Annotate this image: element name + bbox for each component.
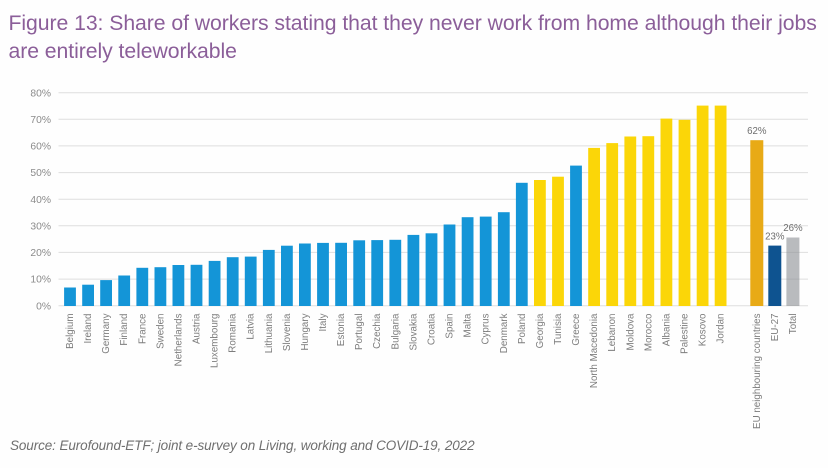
svg-text:Germany: Germany [101,313,112,353]
svg-text:30%: 30% [30,221,51,232]
svg-text:Kosovo: Kosovo [698,313,709,346]
svg-text:Cyprus: Cyprus [481,313,492,344]
svg-text:Hungary: Hungary [300,313,311,350]
svg-text:Italy: Italy [318,313,329,331]
svg-text:60%: 60% [30,142,51,153]
svg-text:26%: 26% [783,223,803,234]
svg-text:Ireland: Ireland [83,314,94,344]
svg-text:62%: 62% [747,126,767,137]
svg-text:Albania: Albania [661,313,672,346]
svg-text:Greece: Greece [571,313,582,346]
svg-text:0%: 0% [36,301,51,312]
svg-text:20%: 20% [30,248,51,259]
svg-text:Jordan: Jordan [716,314,727,344]
svg-text:Malta: Malta [463,313,474,338]
svg-text:Georgia: Georgia [535,313,546,348]
svg-text:North Macedonia: North Macedonia [589,313,600,388]
svg-text:Finland: Finland [119,314,130,346]
svg-text:Palestine: Palestine [680,313,691,354]
svg-text:EU neighbouring countries: EU neighbouring countries [752,313,763,429]
svg-text:Poland: Poland [517,314,528,345]
svg-text:Sweden: Sweden [155,314,166,349]
svg-text:Slovenia: Slovenia [282,313,293,351]
svg-text:Czechia: Czechia [372,313,383,349]
svg-text:Netherlands: Netherlands [173,313,184,366]
svg-text:Austria: Austria [192,313,203,344]
svg-text:Moldova: Moldova [625,313,636,351]
svg-text:40%: 40% [30,195,51,206]
svg-text:70%: 70% [30,115,51,126]
svg-text:Total: Total [788,314,799,335]
svg-text:Portugal: Portugal [354,314,365,351]
svg-text:Luxembourg: Luxembourg [210,314,221,368]
svg-text:Romania: Romania [228,313,239,353]
svg-text:Lebanon: Lebanon [607,314,618,352]
svg-text:Belgium: Belgium [65,314,76,349]
svg-text:Croatia: Croatia [427,313,438,345]
svg-text:Spain: Spain [445,314,456,339]
svg-text:23%: 23% [765,231,785,242]
svg-text:10%: 10% [30,275,51,286]
svg-text:50%: 50% [30,168,51,179]
svg-text:Morocco: Morocco [643,313,654,351]
svg-text:Bulgaria: Bulgaria [390,313,401,349]
svg-text:Slovakia: Slovakia [408,313,419,351]
svg-text:Tunisia: Tunisia [553,313,564,345]
svg-text:Lithuania: Lithuania [264,313,275,353]
svg-text:Latvia: Latvia [246,313,257,340]
svg-text:EU-27: EU-27 [770,314,781,342]
svg-text:80%: 80% [30,88,51,99]
svg-text:France: France [137,313,148,344]
svg-text:Estonia: Estonia [336,313,347,346]
svg-text:Denmark: Denmark [499,313,510,353]
